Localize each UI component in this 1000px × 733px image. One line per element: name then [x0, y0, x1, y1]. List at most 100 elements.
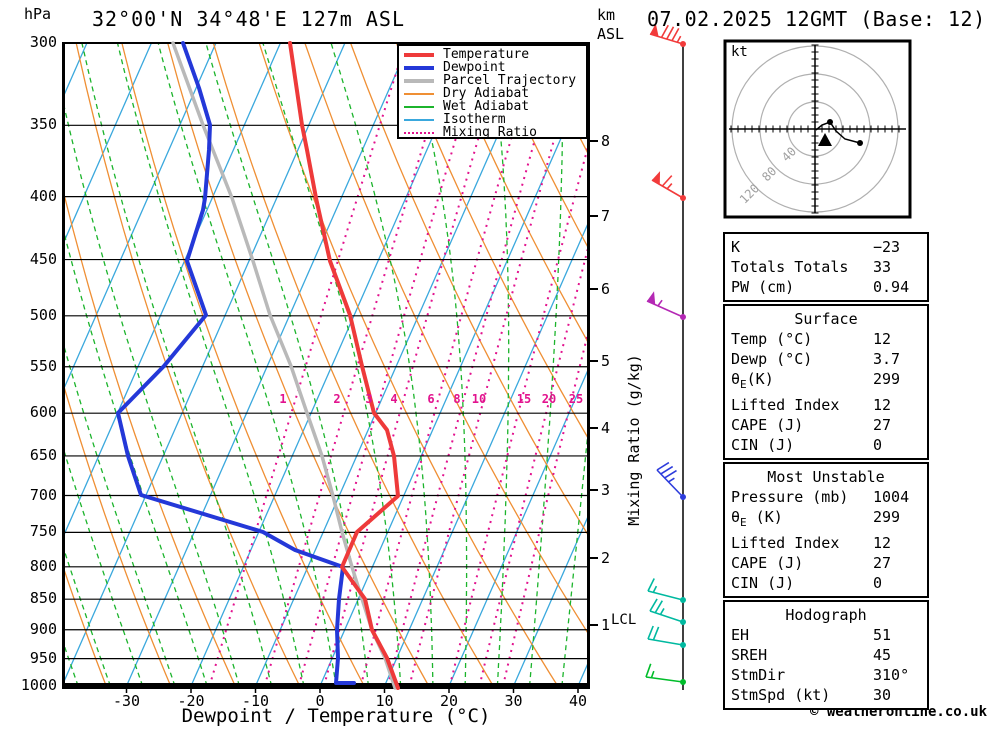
- stats-panel: K −23 Totals Totals 33 PW (cm) 0.94 Surface Tem…: [723, 232, 929, 712]
- legend-item-label: Temperature: [443, 47, 530, 62]
- stats-table: K −23 Totals Totals 33 PW (cm) 0.94: [723, 232, 929, 302]
- legend-line-sample-icon: [404, 65, 434, 70]
- km-tick-label: 4: [601, 419, 611, 437]
- stats-table-header: Most Unstable: [767, 468, 885, 486]
- x-tick-label: -10: [241, 692, 270, 710]
- stat-label: Totals Totals: [731, 258, 849, 276]
- legend-item-label: Dewpoint: [443, 60, 506, 75]
- stat-row: Lifted Index 12: [725, 533, 927, 553]
- stat-value: 12: [873, 534, 892, 552]
- mixing-ratio-value-label: 20: [541, 392, 557, 406]
- mixing-ratio-value-label: 10: [471, 392, 487, 406]
- axis-ticks: [125, 140, 598, 693]
- mixing-ratio-value-label: 1: [279, 392, 287, 406]
- wind-barb: [646, 291, 686, 320]
- pressure-tick-label: 500: [29, 305, 57, 324]
- km-tick-label: 6: [601, 280, 611, 298]
- stat-row: CAPE (J) 27: [725, 553, 927, 573]
- stat-row: Temp (°C) 12: [725, 329, 927, 349]
- pressure-unit-label: hPa: [24, 5, 52, 23]
- stat-label: PW (cm): [731, 278, 795, 296]
- stat-value: 45: [873, 646, 892, 664]
- stat-value: 3.7: [873, 350, 901, 368]
- stat-row: CIN (J) 0: [725, 573, 927, 593]
- stat-row: StmSpd (kt) 30: [725, 685, 927, 705]
- page-title: 32°00'N 34°48'E 127m ASL: [92, 7, 405, 31]
- dewpoint-curve: [116, 41, 356, 685]
- stats-table: Hodograph EH 51 SREH 45 StmDir 310° StmSpd (kt)…: [723, 600, 929, 710]
- stat-value: 310°: [873, 666, 910, 684]
- legend-line-sample-icon: [404, 78, 434, 83]
- stat-label: θE(K): [731, 370, 774, 391]
- stat-value: 27: [873, 554, 892, 572]
- stat-label: SREH: [731, 646, 768, 664]
- stat-label: StmDir: [731, 666, 786, 684]
- stats-table: Most Unstable Pressure (mb) 1004 θE (K) 299 L…: [723, 462, 929, 598]
- legend-line-sample-icon: [404, 105, 434, 108]
- km-tick-label: 8: [601, 132, 611, 150]
- pressure-tick-label: 400: [29, 186, 57, 205]
- stat-label: CAPE (J): [731, 416, 804, 434]
- stat-row: StmDir 310°: [725, 665, 927, 685]
- x-tick-label: 30: [504, 692, 523, 710]
- stat-label: Lifted Index: [731, 396, 840, 414]
- stat-value: 0.94: [873, 278, 910, 296]
- stat-value: 0: [873, 574, 883, 592]
- pressure-tick-label: 950: [29, 648, 57, 667]
- pressure-tick-label: 750: [29, 522, 57, 541]
- km-tick-label: 7: [601, 207, 611, 225]
- stat-value: 33: [873, 258, 892, 276]
- pressure-gridlines: [62, 124, 590, 660]
- stat-value: 30: [873, 686, 892, 704]
- mixing-ratio-value-label: 6: [427, 392, 435, 406]
- legend-line-sample-icon: [404, 92, 434, 95]
- legend-item-label: Isotherm: [443, 112, 506, 127]
- stat-label: Dewp (°C): [731, 350, 813, 368]
- pressure-tick-label: 850: [29, 589, 57, 608]
- stat-label: Lifted Index: [731, 534, 840, 552]
- stats-table-header: Surface: [794, 310, 858, 328]
- legend-line-sample-icon: [404, 131, 434, 134]
- lcl-marker-label: LCL: [611, 612, 637, 628]
- pressure-tick-label: 350: [29, 115, 57, 134]
- stat-label: EH: [731, 626, 750, 644]
- wind-barb: [647, 625, 686, 648]
- x-tick-label: -30: [112, 692, 141, 710]
- stat-value: 299: [873, 370, 901, 388]
- stat-value: 0: [873, 436, 883, 454]
- stat-row: PW (cm) 0.94: [725, 277, 927, 297]
- stat-label: CIN (J): [731, 574, 795, 592]
- stat-row: CIN (J) 0: [725, 435, 927, 455]
- wind-barb: [647, 578, 686, 603]
- km-tick-label: 5: [601, 352, 611, 370]
- pressure-tick-label: 800: [29, 556, 57, 575]
- x-tick-label: -20: [177, 692, 205, 710]
- mixing-ratio-value-label: 4: [390, 392, 398, 406]
- wind-barb: [649, 23, 686, 47]
- x-tick-label: 0: [315, 692, 325, 710]
- legend-item: Temperature: [399, 48, 586, 61]
- legend-line-sample-icon: [404, 52, 434, 57]
- stat-row: Lifted Index 12: [725, 395, 927, 415]
- stat-row: K −23: [725, 237, 927, 257]
- temperature-axis-label: Dewpoint / Temperature (°C): [181, 705, 491, 727]
- hodograph-trace: [815, 121, 861, 144]
- storm-motion-marker: [818, 133, 832, 146]
- stat-label: CIN (J): [731, 436, 795, 454]
- mixing-ratio-value-label: 15: [516, 392, 532, 406]
- km-tick-label: 3: [601, 481, 611, 499]
- isotherm-lines: [62, 43, 590, 686]
- wind-barb: [651, 171, 686, 201]
- stat-value: 12: [873, 330, 892, 348]
- legend-item: Isotherm: [399, 113, 586, 126]
- legend-item: Mixing Ratio: [399, 126, 586, 139]
- stat-row: θE (K) 299: [725, 507, 927, 533]
- legend: Temperature Dewpoint Parcel Trajectory Dry …: [397, 44, 588, 139]
- mixing-ratio-value-label: 2: [333, 392, 341, 406]
- x-tick-label: 10: [375, 692, 394, 710]
- pressure-tick-label: 650: [29, 445, 57, 464]
- pressure-tick-label: 300: [29, 33, 57, 51]
